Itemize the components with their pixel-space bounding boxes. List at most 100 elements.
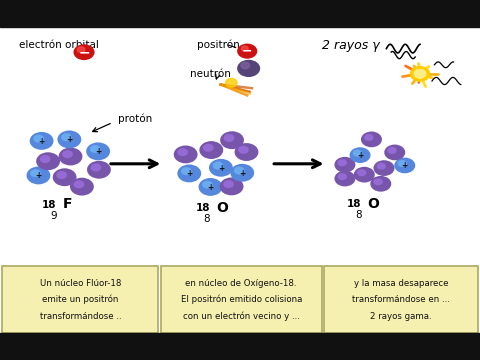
Circle shape: [397, 160, 407, 167]
Text: 18: 18: [196, 203, 210, 213]
Text: −: −: [78, 45, 90, 59]
Circle shape: [177, 148, 188, 156]
Circle shape: [387, 147, 397, 154]
Bar: [0, 333, 480, 360]
Circle shape: [410, 67, 430, 81]
Text: +: +: [218, 164, 224, 173]
Circle shape: [40, 155, 50, 163]
Text: transformándose ..: transformándose ..: [39, 312, 121, 321]
Circle shape: [349, 147, 371, 163]
Text: 18: 18: [42, 200, 57, 210]
Circle shape: [174, 145, 198, 163]
Circle shape: [203, 144, 214, 152]
Circle shape: [237, 60, 260, 77]
Circle shape: [377, 163, 386, 170]
Text: protón: protón: [118, 113, 152, 124]
Circle shape: [223, 180, 234, 188]
FancyBboxPatch shape: [2, 266, 158, 333]
Text: F: F: [62, 197, 72, 211]
Circle shape: [199, 178, 222, 196]
Circle shape: [30, 132, 53, 150]
Text: +: +: [38, 137, 45, 146]
Text: 8: 8: [204, 214, 210, 224]
Circle shape: [226, 78, 237, 87]
Circle shape: [373, 160, 395, 176]
FancyBboxPatch shape: [324, 266, 478, 333]
Circle shape: [337, 173, 347, 180]
Text: positrón: positrón: [197, 40, 240, 50]
Text: +: +: [66, 135, 72, 144]
Circle shape: [53, 168, 76, 186]
Circle shape: [220, 131, 244, 149]
Circle shape: [361, 131, 382, 147]
Circle shape: [56, 171, 67, 179]
Text: neutrón: neutrón: [190, 69, 230, 79]
Text: +: +: [402, 161, 408, 170]
Circle shape: [241, 46, 248, 51]
Circle shape: [241, 62, 250, 69]
Circle shape: [33, 135, 44, 143]
Circle shape: [357, 169, 366, 176]
Text: Un núcleo Flúor-18: Un núcleo Flúor-18: [40, 279, 121, 288]
Circle shape: [414, 69, 426, 78]
Circle shape: [62, 150, 73, 158]
Circle shape: [234, 166, 245, 175]
Circle shape: [354, 167, 375, 183]
Circle shape: [90, 145, 100, 153]
Circle shape: [86, 143, 110, 160]
Text: emite un positrón: emite un positrón: [42, 295, 119, 305]
Circle shape: [58, 130, 81, 148]
Text: +: +: [95, 147, 101, 156]
Circle shape: [87, 161, 111, 179]
FancyBboxPatch shape: [161, 266, 322, 333]
Text: 8: 8: [355, 210, 361, 220]
Circle shape: [220, 177, 243, 195]
Circle shape: [213, 162, 223, 170]
Circle shape: [36, 152, 60, 170]
Circle shape: [209, 159, 233, 177]
Circle shape: [384, 145, 405, 160]
Text: O: O: [367, 197, 379, 211]
Circle shape: [61, 133, 72, 141]
Text: +: +: [239, 169, 245, 178]
Circle shape: [178, 165, 201, 183]
Circle shape: [235, 143, 258, 161]
Text: y la masa desaparece: y la masa desaparece: [354, 279, 448, 288]
Text: electrón orbital: electrón orbital: [19, 40, 99, 50]
Circle shape: [30, 169, 41, 177]
Circle shape: [91, 163, 101, 171]
Circle shape: [26, 166, 50, 184]
Circle shape: [59, 148, 83, 166]
Circle shape: [73, 180, 84, 188]
Text: 2 rayos gama.: 2 rayos gama.: [370, 312, 432, 321]
Circle shape: [238, 146, 249, 154]
Text: 2 rayos γ: 2 rayos γ: [322, 39, 379, 51]
Text: 18: 18: [347, 199, 361, 210]
Bar: [0, 0, 480, 27]
Text: +: +: [207, 183, 214, 192]
Text: en núcleo de Oxígeno-18.: en núcleo de Oxígeno-18.: [185, 279, 297, 288]
Circle shape: [335, 157, 355, 172]
Circle shape: [199, 141, 223, 159]
Circle shape: [237, 44, 257, 59]
Circle shape: [224, 134, 234, 142]
Text: con un electrón vecino y ...: con un electrón vecino y ...: [183, 312, 300, 321]
Text: transformándose en ...: transformándose en ...: [352, 295, 450, 304]
Circle shape: [335, 171, 355, 186]
Circle shape: [364, 134, 373, 141]
Text: +: +: [357, 151, 363, 160]
Circle shape: [77, 47, 85, 53]
Circle shape: [202, 181, 213, 189]
Circle shape: [181, 167, 192, 175]
Circle shape: [353, 150, 362, 157]
Circle shape: [337, 159, 347, 166]
Text: −: −: [242, 45, 252, 58]
Circle shape: [70, 178, 94, 195]
Circle shape: [373, 178, 383, 185]
Circle shape: [73, 44, 95, 60]
Text: +: +: [36, 171, 42, 180]
Circle shape: [394, 158, 415, 173]
Circle shape: [370, 176, 391, 192]
Text: 9: 9: [50, 211, 57, 221]
Circle shape: [230, 164, 254, 182]
